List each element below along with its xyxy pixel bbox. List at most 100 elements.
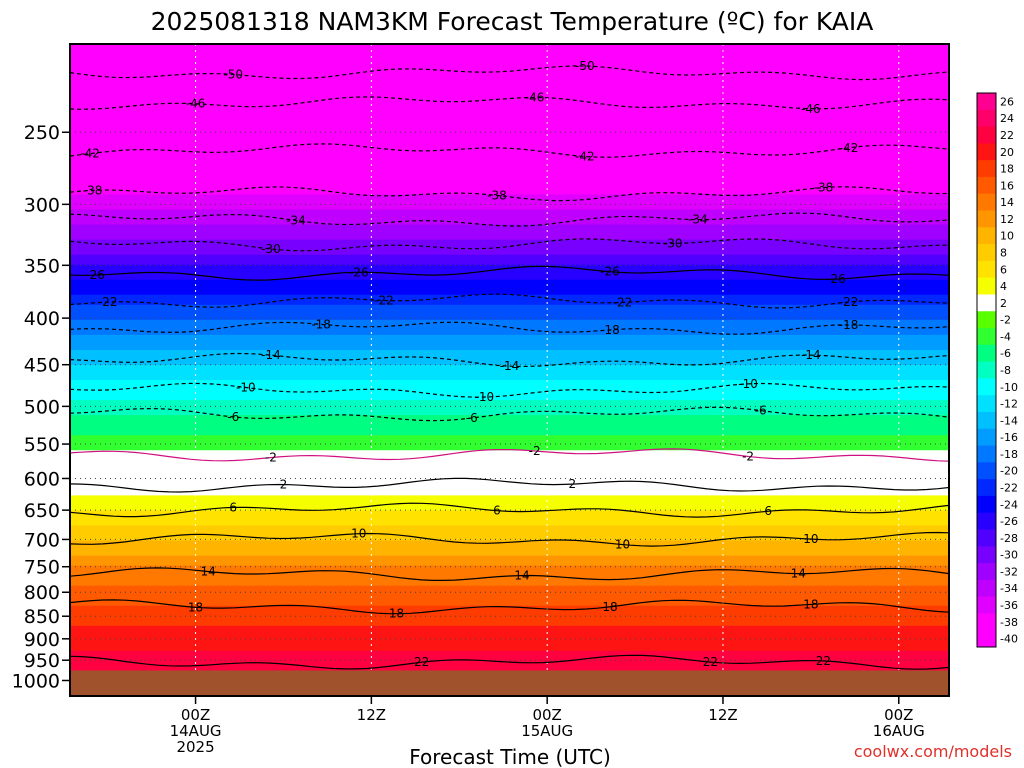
x-tick-label: 14AUG (170, 722, 222, 740)
x-tick-label: 00Z (532, 706, 561, 724)
temperature-band (70, 585, 949, 592)
colorbar-label: -24 (1000, 498, 1018, 511)
temperature-band (70, 385, 949, 391)
temperature-band (70, 530, 949, 537)
temperature-band (70, 375, 949, 381)
temperature-band (70, 94, 949, 100)
temperature-band (70, 99, 949, 105)
temperature-band (70, 605, 949, 612)
colorbar-label: -12 (1000, 398, 1018, 411)
y-tick-label: 400 (24, 308, 60, 330)
y-tick-label: 900 (24, 629, 60, 651)
temperature-band (70, 224, 949, 231)
temperature-band (70, 279, 949, 286)
isotherm-label: 22 (703, 655, 718, 669)
y-tick-label: 950 (24, 650, 60, 672)
colorbar-label: 22 (1000, 129, 1014, 142)
temperature-band (70, 119, 949, 125)
isotherm-label: 6 (493, 504, 501, 518)
temperature-band (70, 154, 949, 160)
colorbar-label: -36 (1000, 599, 1018, 612)
temperature-band (70, 505, 949, 512)
isotherm-label: 22 (414, 655, 429, 669)
isotherm-label: -30 (663, 236, 683, 250)
colorbar-swatch (977, 411, 996, 430)
temperature-band (70, 234, 949, 241)
isotherm-label: 14 (200, 565, 215, 579)
temperature-band (70, 640, 949, 647)
y-tick-label: 450 (24, 355, 60, 377)
temperature-band (70, 455, 949, 461)
temperature-band (70, 264, 949, 271)
temperature-band (70, 525, 949, 532)
isotherm-label: -50 (575, 59, 595, 73)
colorbar-label: 20 (1000, 146, 1014, 159)
temperature-band (70, 79, 949, 85)
isotherm-label: -26 (349, 265, 369, 279)
isotherm-label: 18 (602, 600, 617, 614)
isotherm-label: -30 (261, 242, 281, 256)
isotherm-label: 14 (514, 569, 529, 583)
temperature-band (70, 555, 949, 562)
temperature-band (70, 515, 949, 522)
temperature-band (70, 149, 949, 155)
ground-level (70, 670, 949, 696)
x-tick-label: 12Z (708, 706, 737, 724)
credit-link[interactable]: coolwx.com/models (854, 742, 1012, 761)
plot-area: -50-50-46 -46-46-42 -42-42-38 -38-38-34 -34-… (70, 44, 949, 696)
y-axis-ticks: 2503003504004505005506006507007508008509… (12, 122, 70, 692)
temperature-band (70, 610, 949, 617)
temperature-band (70, 545, 949, 552)
isotherm-label: -22 (374, 294, 394, 308)
temperature-band (70, 104, 949, 110)
temperature-band (70, 229, 949, 236)
temperature-band (70, 74, 949, 80)
colorbar-label: 26 (1000, 95, 1014, 108)
colorbar-label: -2 (1000, 314, 1011, 327)
colorbar-legend: 26 24 22 20 18 16 14 12 10 8 6 4 2 -2 -4 -6 -8 -10 -12 -14 -… (976, 92, 1018, 648)
temperature-band (70, 54, 949, 60)
isotherm-label: 18 (188, 600, 203, 614)
temperature-band (70, 470, 949, 476)
isotherm-label: -26 (826, 272, 846, 286)
colorbar-label: -22 (1000, 482, 1018, 495)
colorbar-label: 24 (1000, 112, 1014, 125)
temperature-band (70, 269, 949, 276)
temperature-band (70, 59, 949, 65)
colorbar-swatch (977, 93, 996, 111)
colorbar-swatch (977, 143, 996, 161)
colorbar-label: -32 (1000, 565, 1018, 578)
isotherm-label: -26 (85, 268, 105, 282)
temperature-band (70, 169, 949, 175)
x-tick-label: 15AUG (521, 722, 573, 740)
colorbar-swatch (977, 294, 996, 312)
colorbar-label: -4 (1000, 330, 1011, 343)
colorbar-label: -8 (1000, 364, 1011, 377)
temperature-band (70, 430, 949, 436)
plot-frame (69, 43, 950, 697)
colorbar-swatch (977, 563, 996, 581)
colorbar-swatch (977, 428, 996, 446)
temperature-band (70, 535, 949, 542)
isotherm-label: 14 (791, 567, 806, 581)
temperature-band (70, 304, 949, 311)
colorbar-label: 14 (1000, 196, 1014, 209)
temperature-band (70, 249, 949, 256)
temperature-band (70, 284, 949, 291)
temperature-band (70, 490, 949, 496)
temperature-band (70, 214, 949, 221)
x-tick-label: 00Z (884, 706, 913, 724)
temperature-band (70, 109, 949, 115)
temperature-band (70, 364, 949, 371)
temperature-band (70, 219, 949, 226)
temperature-band (70, 625, 949, 632)
isotherm-label: -18 (839, 318, 859, 332)
isotherm-label: -6 (227, 410, 239, 424)
colorbar-swatch (977, 311, 996, 329)
temperature-band (70, 254, 949, 261)
temperature-band (70, 620, 949, 627)
x-tick-label: 16AUG (873, 722, 925, 740)
temperature-band (70, 324, 949, 331)
